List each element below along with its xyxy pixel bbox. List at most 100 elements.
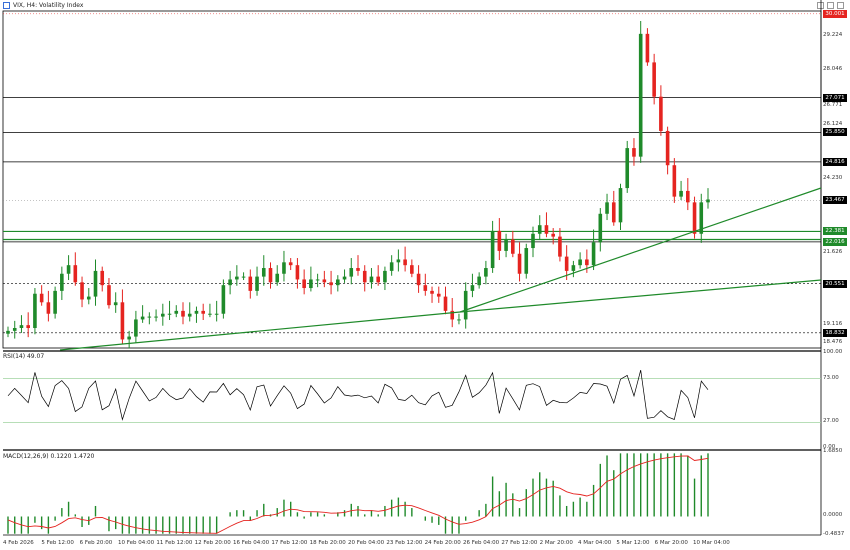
candle-body — [585, 259, 589, 266]
time-axis-label: 16 Feb 04:00 — [233, 540, 270, 546]
candle-body — [60, 273, 64, 291]
candle-body — [450, 310, 455, 320]
time-axis-label: 5 Feb 12:00 — [41, 540, 74, 546]
candle-body — [315, 279, 320, 281]
candle-body — [544, 225, 549, 234]
candle-body — [214, 313, 219, 315]
time-axis-label: 12 Feb 20:00 — [194, 540, 231, 546]
time-axis-label: 6 Feb 20:00 — [79, 540, 113, 546]
time-axis-label: 20 Feb 04:00 — [348, 540, 385, 546]
macd-axis-label: 0.0000 — [823, 512, 843, 519]
candle-body — [692, 202, 697, 234]
candle-body — [477, 276, 481, 286]
candle-body — [672, 165, 677, 197]
candle-body — [436, 293, 441, 297]
time-axis-label: 4 Feb 2026 — [3, 540, 34, 546]
candle-body — [73, 265, 78, 283]
candle-body — [571, 265, 576, 271]
time-axis-label: 6 Mar 20:00 — [654, 540, 688, 546]
time-axis-label: 18 Feb 20:00 — [309, 540, 346, 546]
candle-body — [174, 310, 179, 314]
candle-body — [531, 233, 535, 249]
candle-body — [416, 273, 421, 286]
candle-body — [309, 279, 313, 289]
candle-body — [618, 188, 623, 223]
candle-body — [376, 276, 380, 283]
candle-body — [147, 316, 152, 318]
candle-body — [33, 293, 37, 329]
candle-body — [625, 148, 630, 189]
candle-body — [591, 242, 596, 266]
candle-body — [295, 265, 300, 280]
candle-body — [457, 319, 461, 321]
candle-body — [410, 265, 414, 274]
maximize-icon[interactable] — [827, 2, 834, 9]
macd-axis-label: 1.6850 — [823, 448, 843, 454]
candle-body — [140, 316, 145, 320]
candle-body — [107, 285, 111, 306]
time-axis-label: 11 Feb 12:00 — [156, 540, 193, 546]
candle-body — [100, 270, 105, 286]
price-tag: 30.001 — [823, 9, 847, 18]
candle-body — [46, 302, 51, 314]
candle-body — [194, 310, 199, 314]
candle-body — [336, 279, 340, 286]
rsi-label: RSI(14) 49.07 — [3, 353, 45, 360]
candle-body — [127, 336, 131, 340]
candle-body — [578, 259, 582, 266]
candle-body — [356, 268, 360, 271]
trendline — [459, 187, 822, 313]
candle-body — [665, 130, 670, 166]
candle-body — [679, 190, 683, 197]
time-axis-label: 10 Feb 04:00 — [118, 540, 155, 546]
time-axis-label: 26 Feb 04:00 — [463, 540, 500, 546]
candle-body — [403, 259, 407, 266]
candle-body — [19, 325, 24, 329]
candle-body — [605, 202, 609, 214]
candle-body — [558, 236, 562, 257]
macd-signal-line — [7, 455, 709, 534]
candle-body — [524, 248, 529, 274]
candle-body — [463, 290, 468, 320]
candle-body — [221, 285, 226, 314]
candle-body — [275, 273, 280, 283]
candle-body — [396, 259, 401, 263]
time-axis-label: 2 Mar 20:00 — [539, 540, 573, 546]
candle-body — [369, 276, 374, 283]
time-axis-label: 4 Mar 04:00 — [578, 540, 612, 546]
candle-body — [167, 313, 172, 315]
candle-body — [12, 328, 17, 331]
restore-icon[interactable] — [817, 2, 824, 9]
candle-body — [652, 62, 656, 97]
candle-body — [632, 148, 636, 157]
candle-body — [389, 262, 394, 271]
price-axis-label: 29.224 — [823, 32, 843, 39]
time-axis-label: 10 Mar 04:00 — [693, 540, 730, 546]
candle-body — [288, 262, 293, 266]
price-tag: 27.071 — [823, 93, 847, 102]
candle-body — [113, 302, 118, 306]
candle-body — [26, 325, 30, 329]
time-axis-label: 17 Feb 12:00 — [271, 540, 308, 546]
price-tag: 25.850 — [823, 128, 847, 137]
candle-body — [329, 282, 333, 286]
candle-body — [201, 310, 205, 314]
candle-body — [248, 276, 253, 291]
close-icon[interactable] — [837, 2, 844, 9]
candle-body — [564, 256, 569, 271]
rsi-axis-label: 73.00 — [823, 374, 839, 381]
candle-body — [154, 316, 158, 318]
candle-body — [53, 290, 57, 314]
candle-body — [383, 270, 387, 283]
macd-axis-label: -0.4837 — [823, 531, 845, 537]
candle-body — [80, 282, 84, 300]
candle-body — [66, 265, 71, 274]
candle-body — [423, 285, 428, 291]
price-axis-label: 26.771 — [823, 102, 843, 109]
candle-body — [241, 276, 246, 278]
candle-body — [638, 33, 643, 157]
price-tag: 24.816 — [823, 157, 847, 166]
price-axis-label: 21.626 — [823, 249, 843, 255]
price-tag: 20.551 — [823, 279, 847, 288]
